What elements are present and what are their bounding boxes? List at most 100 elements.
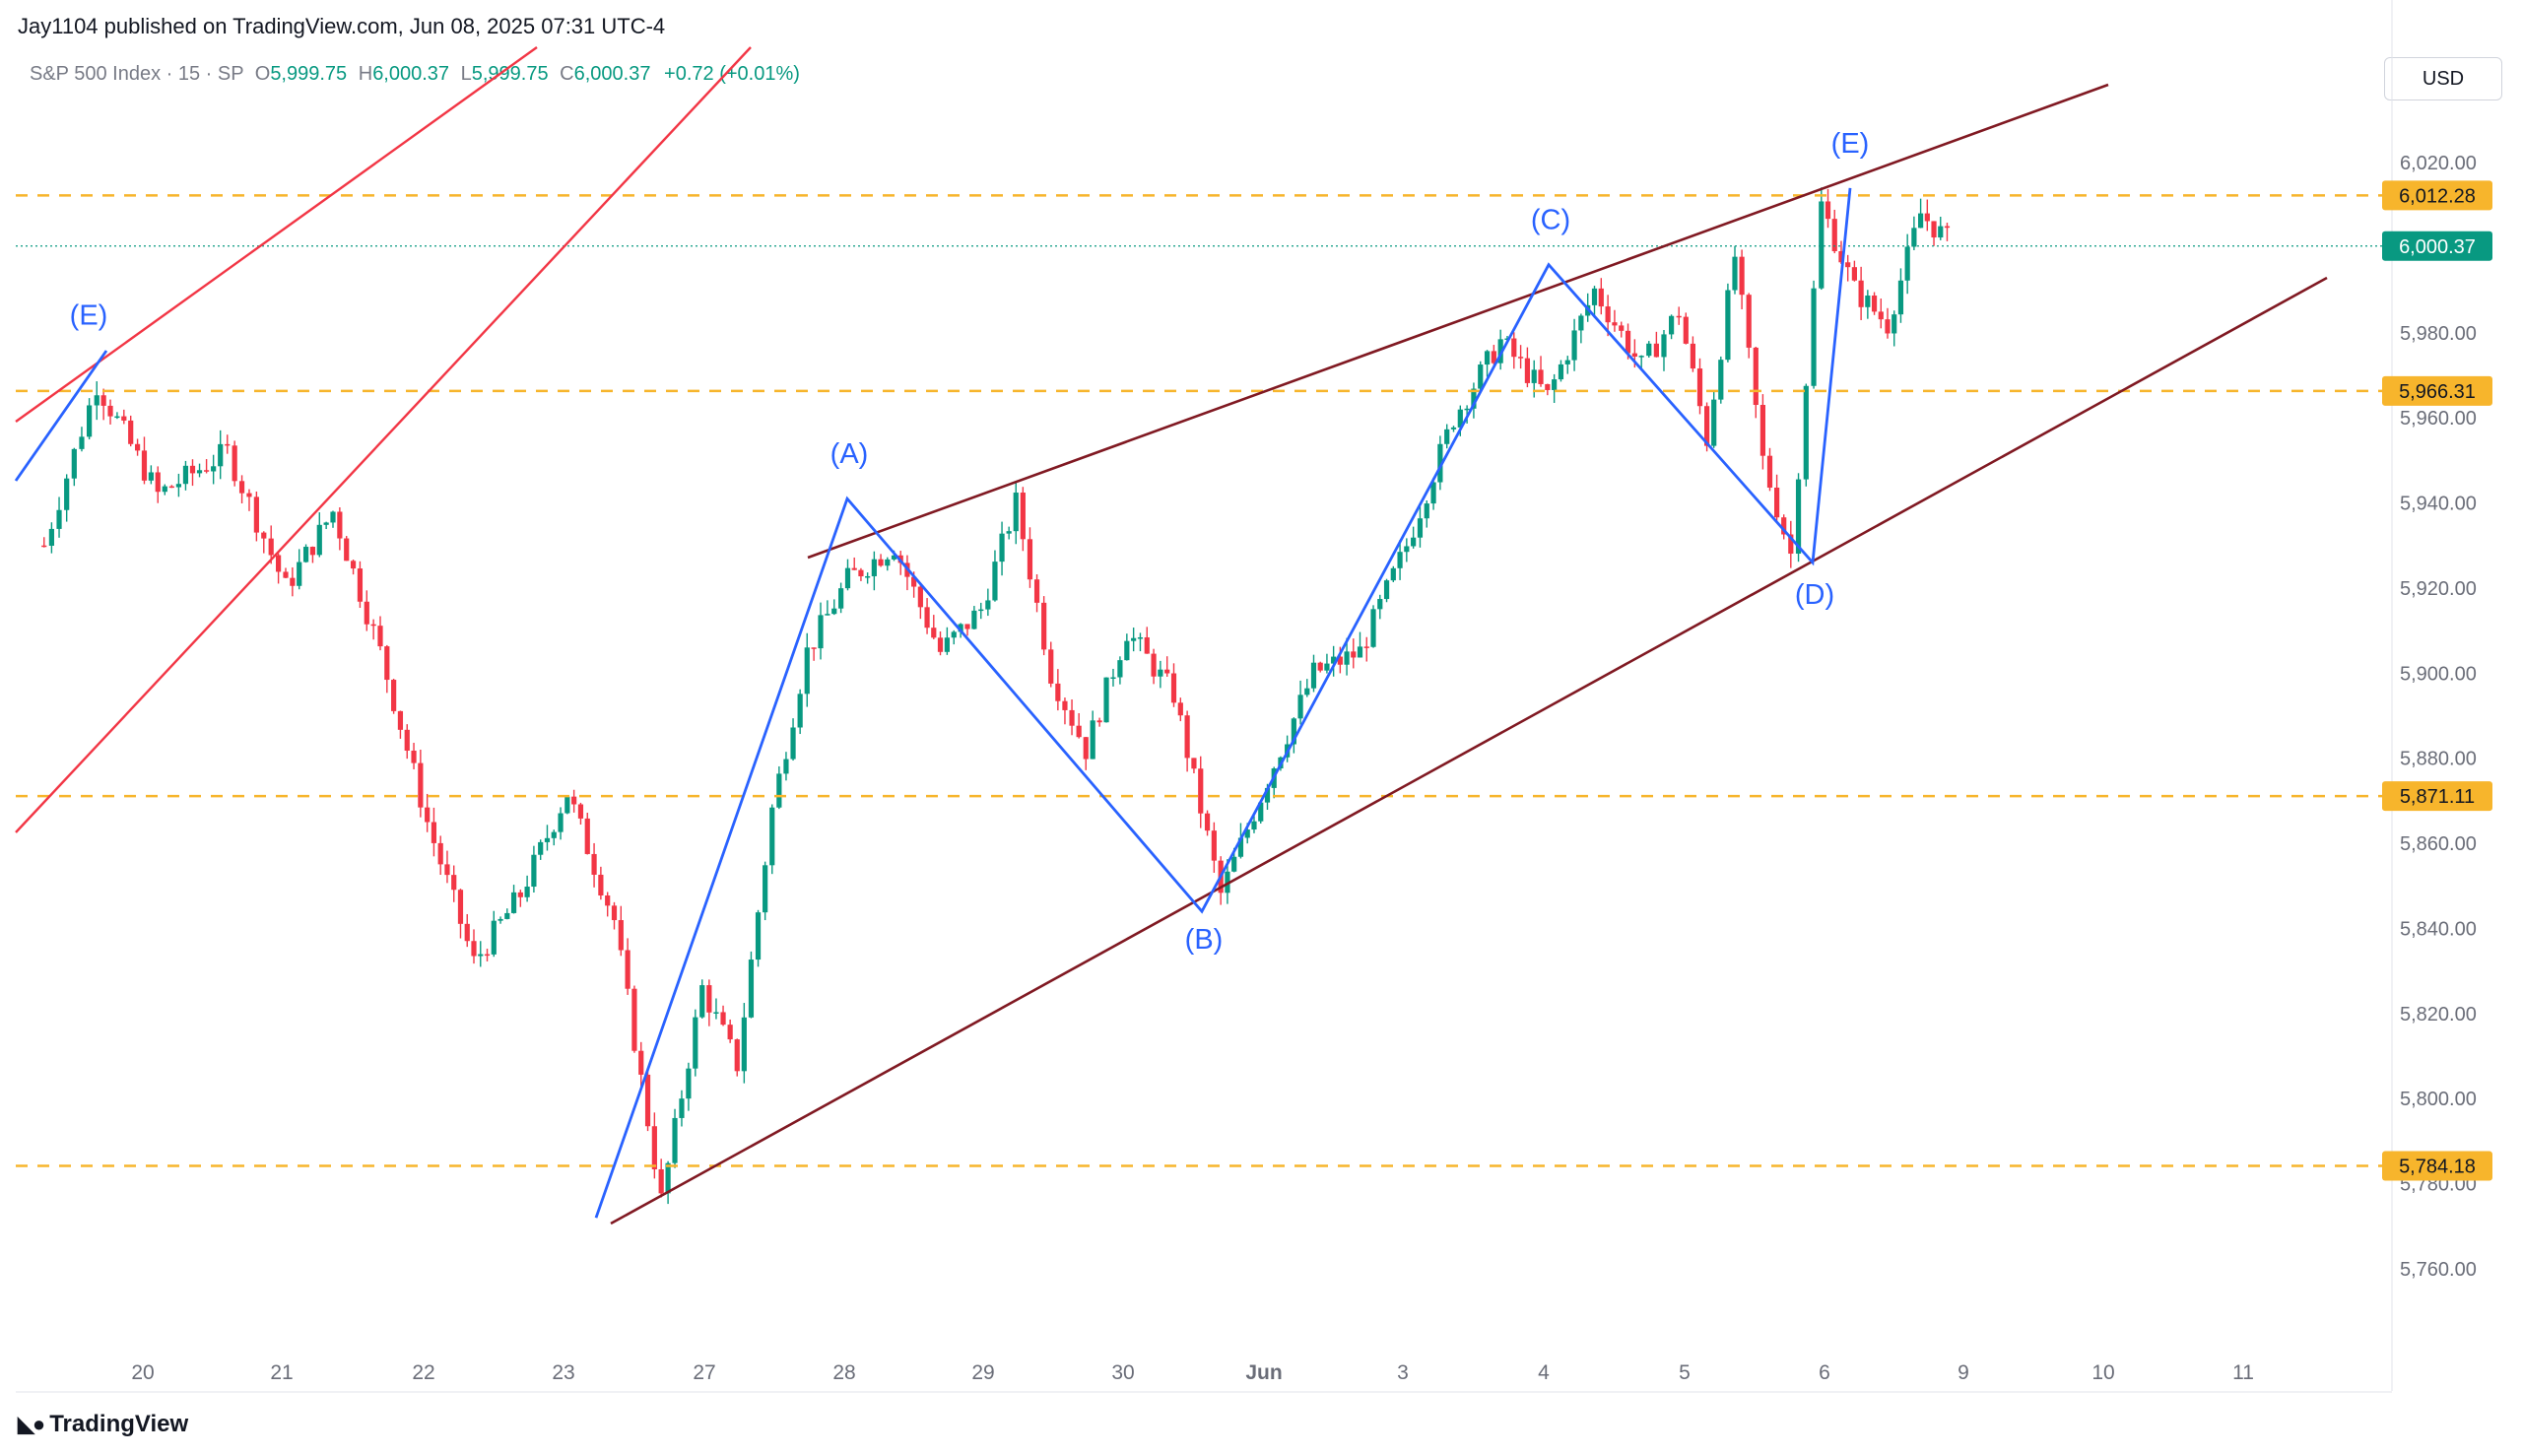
candle-body [1478, 364, 1484, 389]
candle-body [425, 807, 431, 823]
price-tick-label: 5,820.00 [2400, 1004, 2477, 1026]
candle-body [261, 532, 267, 539]
candle-body [944, 637, 950, 652]
candle-body [1370, 609, 1376, 647]
last-price-tag [2382, 231, 2492, 261]
candle-body [404, 729, 410, 752]
candle-body [831, 608, 837, 615]
price-tick-label: 5,960.00 [2400, 408, 2477, 430]
candle-body [679, 1098, 685, 1118]
change-value: +0.72 (+0.01%) [664, 63, 800, 85]
candle-body [584, 818, 590, 854]
candle-body [1177, 702, 1183, 716]
candle-body [1517, 357, 1524, 359]
candle-body [1055, 683, 1061, 701]
candle-body [999, 533, 1005, 563]
candle-body [1471, 388, 1477, 409]
time-tick-label: 4 [1538, 1361, 1550, 1384]
candle-body [951, 631, 957, 638]
candle-body [1704, 406, 1710, 446]
candle-body [114, 416, 120, 419]
candles-layer [41, 187, 1951, 1205]
candle-body [1484, 351, 1491, 365]
candle-body [1795, 479, 1802, 555]
candle-body [776, 773, 782, 808]
wave-e-left-line [14, 350, 108, 482]
candle-body [471, 941, 477, 957]
candle-body [478, 954, 484, 957]
candle-body [1676, 315, 1682, 318]
candle-body [211, 466, 217, 472]
level-price-tag [2382, 180, 2492, 211]
currency-button[interactable]: USD [2384, 57, 2502, 100]
candle-body [665, 1162, 671, 1194]
candle-body [577, 804, 584, 819]
candle-body [218, 443, 224, 467]
candle-body [741, 1017, 747, 1072]
open-label: O [254, 63, 271, 85]
candle-body [1027, 539, 1033, 580]
candle-body [1191, 758, 1197, 769]
candle-body [1838, 250, 1844, 263]
candle-body [1464, 408, 1470, 411]
candle-body [384, 646, 390, 681]
candle-body [564, 796, 570, 814]
candle-body [818, 615, 824, 649]
candle-body [755, 912, 762, 960]
candle-body [804, 647, 810, 695]
candle-body [1310, 662, 1317, 689]
candle-body [971, 610, 977, 629]
candle-body [524, 887, 530, 897]
candle-body [1653, 343, 1659, 358]
published-by-header: Jay1104 published on TradingView.com, Ju… [18, 14, 666, 38]
symbol-name[interactable]: S&P 500 Index · 15 · SP [30, 63, 244, 85]
time-tick-label: 28 [832, 1361, 855, 1384]
candle-body [41, 545, 47, 548]
candle-body [1871, 296, 1878, 312]
candle-body [457, 890, 464, 924]
close-label: C [560, 63, 574, 85]
candle-body [1497, 339, 1503, 364]
candle-body [484, 954, 491, 957]
candle-body [1204, 813, 1211, 831]
time-axis: 20 21 22 23 27 28 29 30 Jun 3 4 5 6 9 10 11 [16, 1361, 2392, 1393]
brand-name: TradingView [49, 1411, 189, 1437]
candle-body [1911, 228, 1917, 247]
candle-body [891, 555, 897, 560]
candle-body [196, 470, 203, 474]
candle-body [1578, 315, 1584, 331]
candle-body [1725, 290, 1731, 361]
candle-body [246, 493, 252, 497]
candle-body [364, 601, 369, 625]
candle-body [1918, 213, 1924, 229]
candle-body [1646, 343, 1652, 357]
candle-body [498, 918, 503, 921]
footer-brand[interactable]: ◣● TradingView [18, 1411, 188, 1438]
time-tick-label: 21 [270, 1361, 293, 1384]
candle-body [1357, 646, 1363, 658]
red-channel-lower-line [15, 46, 752, 833]
time-tick-label: 3 [1397, 1361, 1409, 1384]
wedge-upper-line [807, 83, 2109, 560]
price-tick-label: 5,860.00 [2400, 833, 2477, 855]
candle-body [1739, 256, 1745, 296]
tradingview-logo-icon: ◣● [18, 1412, 45, 1436]
candle-body [1781, 517, 1787, 535]
levels-layer [16, 194, 2382, 1167]
candle-body [1598, 288, 1604, 307]
candle-body [1363, 646, 1369, 648]
candle-body [48, 528, 54, 546]
candle-body [605, 895, 611, 906]
price-tick-label: 5,920.00 [2400, 578, 2477, 600]
candle-body [625, 950, 630, 989]
candle-body [350, 561, 357, 569]
candle-body [734, 1039, 740, 1072]
time-tick-label: 30 [1111, 1361, 1134, 1384]
candle-body [517, 892, 523, 897]
candle-body [182, 465, 189, 485]
candle-body [1383, 580, 1390, 600]
candle-body [1390, 567, 1396, 581]
candle-body [464, 923, 470, 942]
candle-body [1683, 316, 1689, 344]
